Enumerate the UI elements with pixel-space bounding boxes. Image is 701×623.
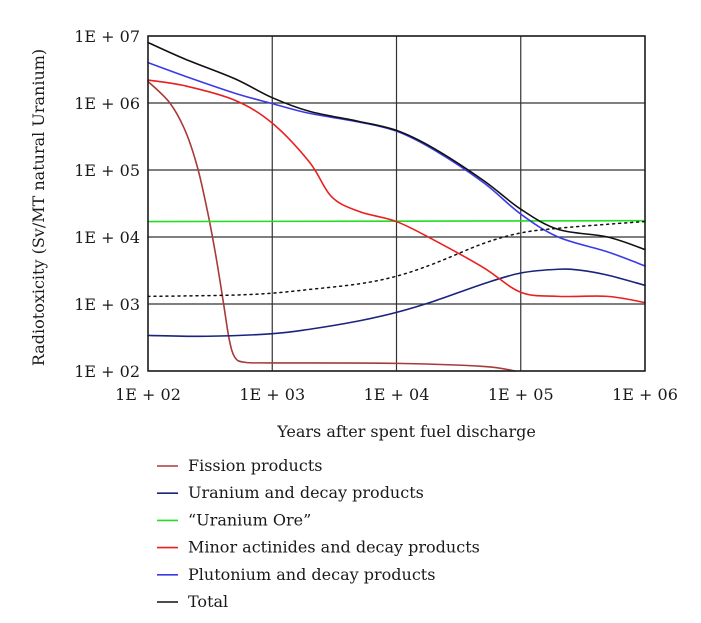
legend-label: “Uranium Ore” xyxy=(188,510,311,529)
series-line-0 xyxy=(147,80,516,372)
series-lines xyxy=(147,41,646,372)
x-tick-label: 1E + 05 xyxy=(488,385,554,404)
series-line-dotted xyxy=(147,220,646,298)
x-tick-label: 1E + 02 xyxy=(115,385,181,404)
x-tick-label: 1E + 04 xyxy=(364,385,430,404)
y-tick-label: 1E + 05 xyxy=(74,161,140,180)
y-tick-label: 1E + 03 xyxy=(74,295,140,314)
series-line-3 xyxy=(147,79,646,304)
x-tick-label: 1E + 06 xyxy=(612,385,678,404)
y-tick-label: 1E + 06 xyxy=(74,94,140,113)
series-line-5 xyxy=(147,41,646,251)
legend-label: Fission products xyxy=(188,456,322,475)
y-tick-label: 1E + 02 xyxy=(74,362,140,381)
y-tick-label: 1E + 04 xyxy=(74,228,140,247)
legend-label: Total xyxy=(188,592,228,611)
y-tick-label: 1E + 07 xyxy=(74,27,140,46)
grid xyxy=(147,35,646,372)
legend-label: Plutonium and decay products xyxy=(188,565,435,584)
x-axis-title: Years after spent fuel discharge xyxy=(276,422,536,441)
y-axis-title: Radiotoxicity (Sv/MT natural Uranium) xyxy=(29,49,48,366)
x-tick-labels: 1E + 02 1E + 03 1E + 04 1E + 05 1E + 06 xyxy=(115,385,678,404)
legend-label: Minor actinides and decay products xyxy=(188,538,480,557)
x-tick-label: 1E + 03 xyxy=(239,385,305,404)
legend: Fission products Uranium and decay produc… xyxy=(157,456,480,611)
plot-frame xyxy=(147,35,646,372)
y-tick-labels: 1E + 02 1E + 03 1E + 04 1E + 05 1E + 06 1E + … xyxy=(74,27,140,381)
series-line-1 xyxy=(147,268,646,338)
legend-label: Uranium and decay products xyxy=(188,483,424,502)
